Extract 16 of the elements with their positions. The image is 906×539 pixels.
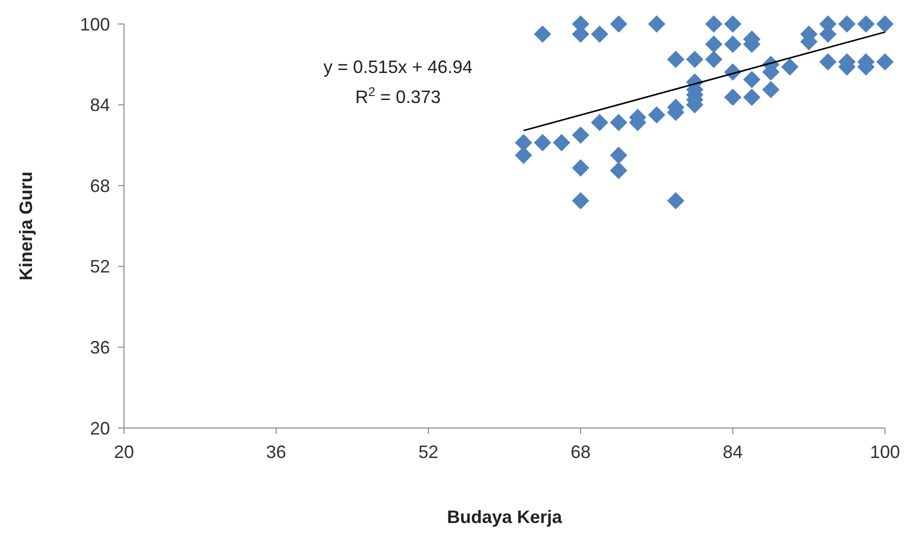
x-tick-label: 100 — [870, 442, 900, 462]
x-tick-label: 68 — [570, 442, 591, 462]
y-tick-label: 100 — [80, 14, 110, 34]
y-axis-title: Kinerja Guru — [16, 171, 36, 281]
annotation: y = 0.515x + 46.94 — [323, 57, 473, 77]
x-tick-label: 84 — [722, 442, 743, 462]
x-tick-label: 36 — [266, 442, 286, 462]
y-tick-label: 20 — [90, 418, 110, 438]
annotation: R$^{2}$ = 0.373 — [355, 85, 441, 107]
x-tick-label: 20 — [114, 442, 134, 462]
y-tick-label: 36 — [90, 338, 110, 358]
y-tick-label: 84 — [90, 95, 110, 116]
x-axis-title: Budaya Kerja — [446, 507, 564, 527]
y-tick-label: 52 — [90, 256, 110, 277]
y-tick-label: 68 — [90, 176, 110, 196]
x-tick-label: 52 — [418, 442, 438, 462]
